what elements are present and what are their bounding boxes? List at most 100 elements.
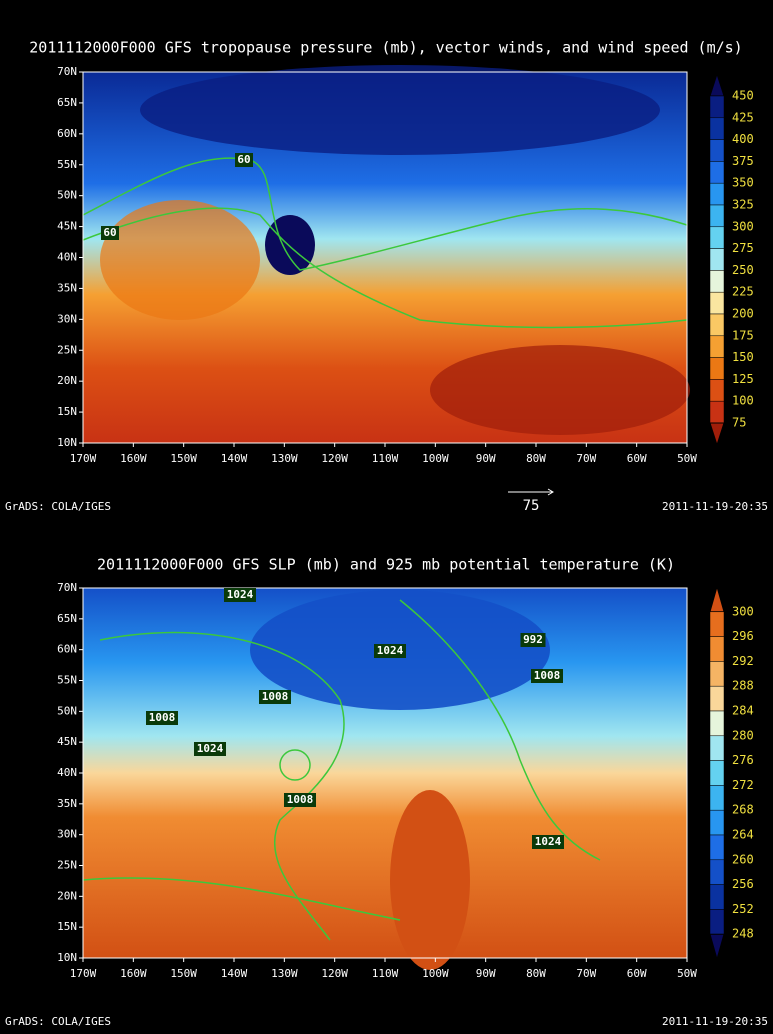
lon-label: 80W [526, 452, 546, 465]
colorbar-box [709, 884, 725, 910]
map-1 [82, 65, 690, 443]
contour-label: 1024 [377, 644, 404, 657]
lat-label: 65N [57, 96, 77, 109]
lat-label: 20N [57, 889, 77, 902]
lat-label: 20N [57, 374, 77, 387]
colorbar-label: 284 [732, 704, 754, 718]
lon-label: 100W [422, 452, 449, 465]
contour [399, 599, 601, 861]
colorbar-label: 400 [732, 132, 754, 146]
colorbar-label: 272 [732, 778, 754, 792]
colorbar-box [709, 379, 725, 402]
contour-label-bg [194, 742, 226, 756]
colorbar-box [709, 909, 725, 935]
colorbar-box [709, 636, 725, 662]
lat-label: 25N [57, 859, 77, 872]
contour-label-bg [532, 835, 564, 849]
colorbar-box [709, 95, 725, 119]
colorbar-box [709, 400, 725, 424]
contour-label: 1008 [287, 793, 314, 806]
contour-label: 1024 [197, 742, 224, 755]
lat-label: 55N [57, 158, 77, 171]
lon-label: 50W [677, 452, 697, 465]
field [140, 65, 660, 155]
contour [99, 631, 345, 941]
colorbar-label: 276 [732, 753, 754, 767]
lat-label: 15N [57, 405, 77, 418]
colorbar-end [709, 72, 725, 97]
contour [82, 207, 688, 329]
lat-label: 45N [57, 220, 77, 233]
lon-label: 140W [221, 967, 248, 980]
lon-label: 120W [321, 452, 348, 465]
lat-label: 45N [57, 735, 77, 748]
colorbar-label: 425 [732, 110, 754, 124]
colorbar-box [709, 313, 725, 337]
colorbar-box [709, 834, 725, 861]
lon-label: 70W [576, 452, 596, 465]
lon-label: 170W [70, 967, 97, 980]
colorbar-label: 325 [732, 198, 754, 212]
field [265, 215, 315, 275]
lon-label: 120W [321, 967, 348, 980]
lat-label: 15N [57, 920, 77, 933]
colorbar-box [709, 291, 725, 315]
colorbar-label: 300 [732, 604, 754, 618]
contour-label: 992 [523, 633, 543, 646]
lat-label: 30N [57, 828, 77, 841]
lat-label: 35N [57, 797, 77, 810]
colorbar-end [709, 933, 725, 961]
vector-ref-arrow [547, 488, 554, 496]
colorbar-box [709, 809, 725, 836]
colorbar-box [709, 785, 725, 811]
lat-label: 60N [57, 127, 77, 140]
footer-left: GrADS: COLA/IGES [5, 500, 111, 513]
colorbar-label: 250 [732, 263, 754, 277]
lat-label: 65N [57, 612, 77, 625]
lon-label: 170W [70, 452, 97, 465]
colorbar-box [709, 710, 725, 737]
colorbar-box [709, 139, 725, 162]
colorbar-label: 225 [732, 285, 754, 299]
contour [279, 749, 311, 781]
colorbar-box [709, 204, 725, 228]
field [100, 200, 260, 320]
lat-label: 50N [57, 189, 77, 202]
colorbar-box [709, 685, 725, 712]
lon-label: 90W [476, 967, 496, 980]
colorbar-label: 275 [732, 241, 754, 255]
colorbar-box [709, 611, 725, 637]
lat-label: 10N [57, 436, 77, 449]
lon-label: 90W [476, 452, 496, 465]
colorbar-box [709, 161, 725, 184]
colorbar-label: 288 [732, 679, 754, 693]
colorbar-label: 75 [732, 416, 746, 430]
contour-label-bg [531, 669, 563, 683]
contour-label: 60 [237, 153, 250, 166]
colorbar-label: 175 [732, 328, 754, 342]
colorbar-box [709, 859, 725, 885]
lon-label: 100W [422, 967, 449, 980]
colorbar-label: 296 [732, 629, 754, 643]
contour-label-bg [259, 690, 291, 704]
colorbar-end [709, 585, 725, 613]
colorbar-label: 292 [732, 654, 754, 668]
lat-label: 10N [57, 951, 77, 964]
colorbar-label: 450 [732, 89, 754, 103]
lat-label: 30N [57, 312, 77, 325]
lon-label: 130W [271, 967, 298, 980]
contour-label-bg [224, 588, 256, 602]
lon-label: 50W [677, 967, 697, 980]
lat-label: 70N [57, 581, 77, 594]
colorbar-label: 264 [732, 828, 754, 842]
lon-label: 130W [271, 452, 298, 465]
lat-label: 25N [57, 343, 77, 356]
lon-label: 160W [120, 967, 147, 980]
colorbar-box [709, 357, 725, 380]
colorbar-label: 350 [732, 176, 754, 190]
colorbar-box [709, 335, 725, 358]
lat-label: 35N [57, 281, 77, 294]
lon-label: 150W [170, 967, 197, 980]
colorbar-box [709, 735, 725, 761]
